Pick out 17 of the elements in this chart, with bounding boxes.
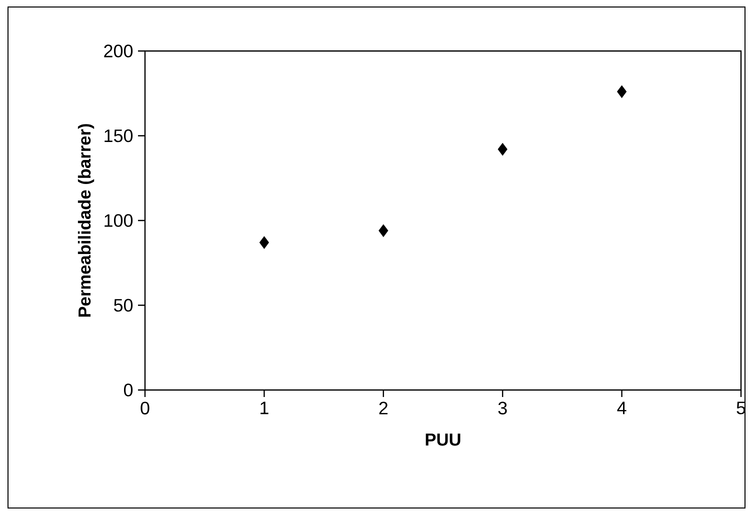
x-tick-label: 5 [736, 402, 746, 414]
x-tick-label: 3 [498, 402, 507, 414]
y-tick-label: 100 [104, 214, 133, 227]
point [617, 85, 627, 98]
y-tick-label: 50 [114, 298, 133, 312]
point [378, 224, 388, 237]
x-tick-label: 0 [140, 402, 150, 414]
point [259, 236, 269, 249]
y-tick-label: 0 [124, 384, 133, 396]
x-tick-label: 2 [379, 402, 388, 414]
y-axis-title: Permeabilidade (barrer) [78, 124, 94, 317]
x-tick-label: 1 [260, 402, 268, 414]
y-tick-label: 200 [104, 44, 133, 58]
x-axis-title: PUU [426, 434, 460, 446]
y-tick-label: 150 [104, 129, 133, 142]
point [498, 143, 508, 156]
x-tick-label: 4 [617, 402, 626, 414]
